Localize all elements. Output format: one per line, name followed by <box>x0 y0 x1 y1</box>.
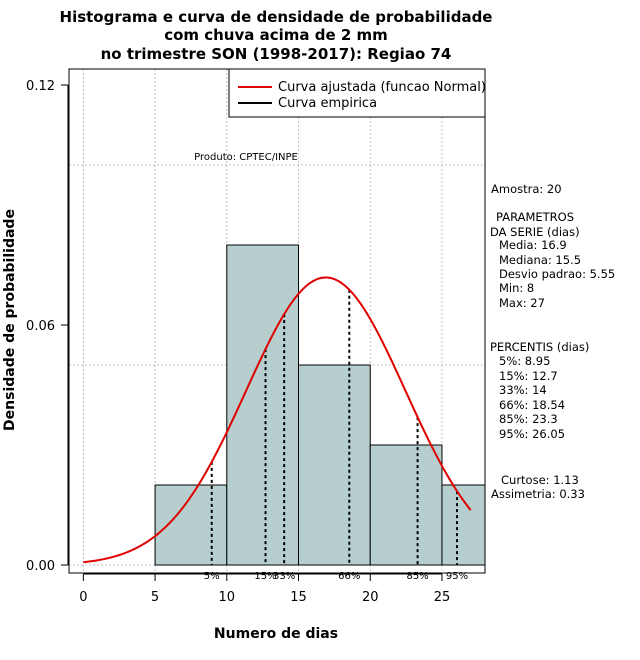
percentile-label-5: 95% <box>446 571 468 582</box>
y-axis: 0.00 0.06 0.12 <box>26 79 69 574</box>
histogram-bar-3 <box>369 444 443 566</box>
histogram-bars <box>154 244 486 566</box>
stat-media: Media: 16.9 <box>499 238 567 252</box>
percentile-lines: 5% 15%33% 66% 85% 95% <box>204 289 468 582</box>
percentile-label-1: 15% <box>254 571 276 582</box>
y-axis-label: Densidade de probabilidade <box>2 209 18 431</box>
legend-box <box>228 68 486 118</box>
stat-p95: 95%: 26.05 <box>499 427 565 441</box>
stat-p66: 66%: 18.54 <box>499 398 565 412</box>
stat-desvio: Desvio padrao: 5.55 <box>499 267 615 281</box>
product-annotation: Produto: CPTEC/INPE <box>194 152 298 163</box>
x-tick-label-4: 20 <box>362 590 379 605</box>
legend-label-empirical: Curva empirica <box>278 96 377 111</box>
y-tick-label-0: 0.00 <box>26 559 55 574</box>
y-tick-label-2: 0.12 <box>26 79 55 94</box>
stat-p15: 15%: 12.7 <box>499 369 558 383</box>
percentile-label-4: 85% <box>406 571 428 582</box>
stat-min: Min: 8 <box>499 281 534 295</box>
normal-curve-line <box>83 276 472 564</box>
stat-p85: 85%: 23.3 <box>499 412 558 426</box>
histogram-bar-2 <box>298 364 371 566</box>
chart-title-line2: com chuva acima de 2 mm <box>164 26 388 44</box>
x-axis-label: Numero de dias <box>214 626 338 642</box>
percentile-label-3: 66% <box>338 571 360 582</box>
percentile-label-0: 5% <box>204 571 220 582</box>
x-tick-label-1: 5 <box>151 590 159 605</box>
histogram-bar-4 <box>441 484 486 566</box>
percentile-label-2: 33% <box>273 571 295 582</box>
legend-label-fitted: Curva ajustada (funcao Normal) <box>278 80 486 95</box>
y-tick-label-1: 0.06 <box>26 319 55 334</box>
stat-mediana: Mediana: 15.5 <box>499 253 581 267</box>
chart-title-line1: Histograma e curva de densidade de proba… <box>60 8 493 26</box>
stat-params-header2: DA SERIE (dias) <box>490 225 580 239</box>
x-axis: 0 5 10 15 20 25 <box>79 573 451 605</box>
stat-max: Max: 27 <box>499 296 545 310</box>
x-tick-label-3: 15 <box>290 590 307 605</box>
legend: Curva ajustada (funcao Normal) Curva emp… <box>228 68 486 118</box>
x-tick-label-5: 25 <box>434 590 451 605</box>
stat-amostra: Amostra: 20 <box>491 182 562 196</box>
x-tick-label-0: 0 <box>79 590 87 605</box>
normal-curve <box>83 276 472 564</box>
histogram-bar-1 <box>226 244 300 566</box>
stat-p33: 33%: 14 <box>499 383 547 397</box>
stat-p5: 5%: 8.95 <box>499 354 550 368</box>
stats-panel: Amostra: 20 PARAMETROS DA SERIE (dias) M… <box>490 182 615 501</box>
stat-curtose: Curtose: 1.13 <box>501 473 579 487</box>
chart-title-line3: no trimestre SON (1998-2017): Regiao 74 <box>101 45 452 63</box>
stat-assimetria: Assimetria: 0.33 <box>491 487 585 501</box>
stat-perc-header: PERCENTIS (dias) <box>490 340 589 354</box>
stat-params-header1: PARAMETROS <box>496 210 574 224</box>
x-tick-label-2: 10 <box>219 590 236 605</box>
